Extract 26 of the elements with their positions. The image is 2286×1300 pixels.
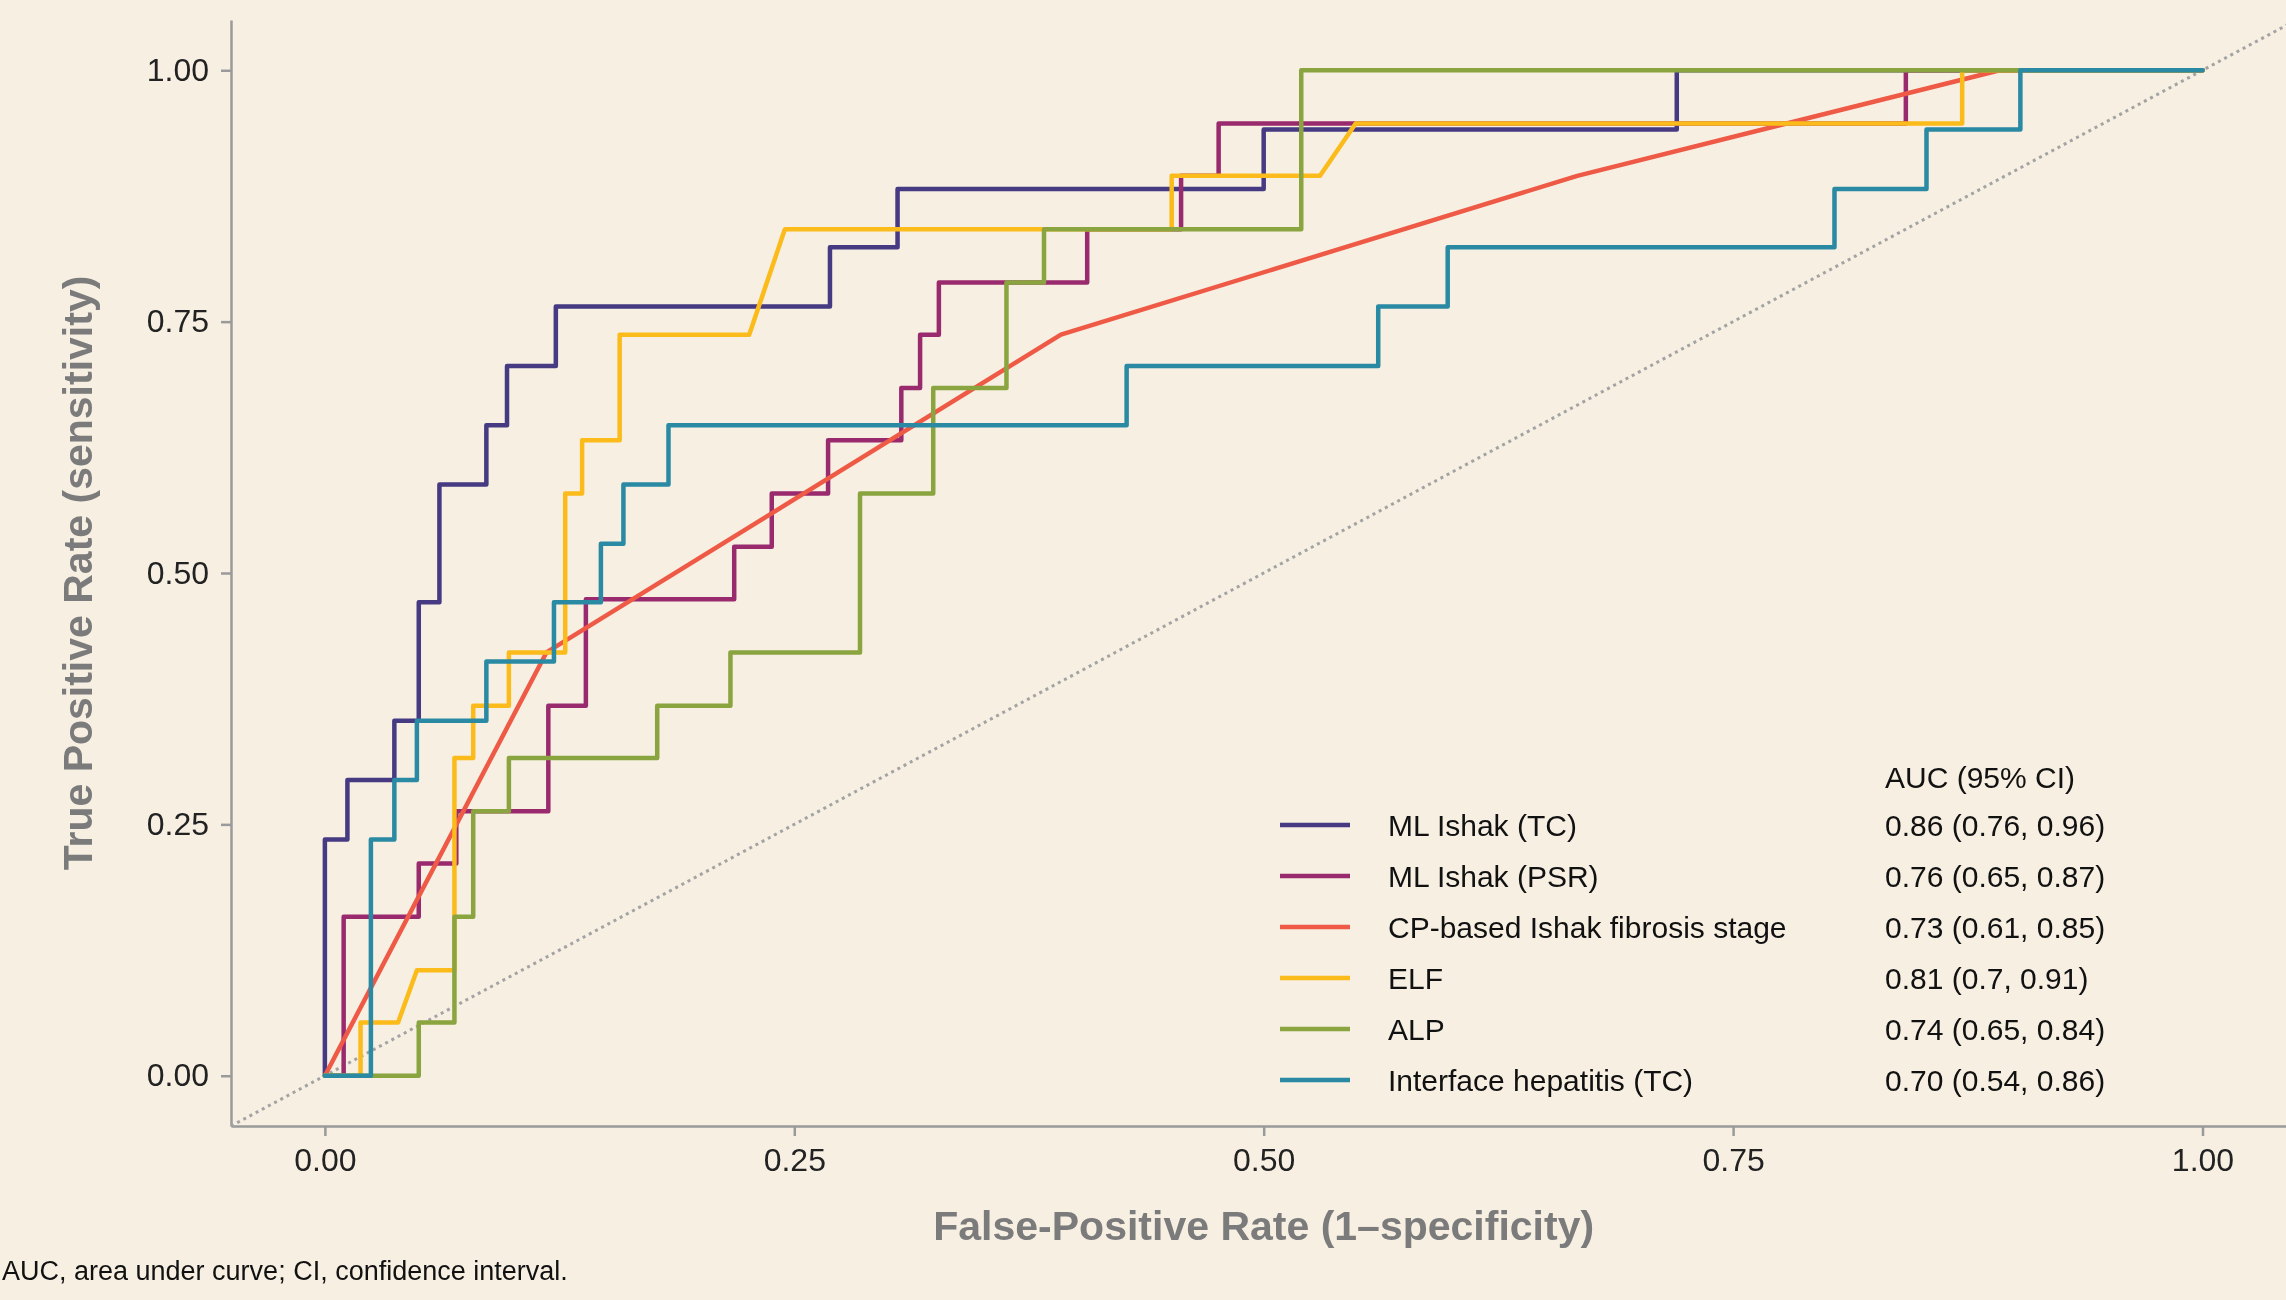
legend-label: ML Ishak (TC) [1388,809,1577,842]
x-axis-title: False-Positive Rate (1–specificity) [933,1203,1595,1249]
y-tick-label: 0.50 [146,554,209,591]
annotation: 0.74 (0.65, 0.84) [1885,1013,2106,1046]
legend-label: ELF [1388,962,1444,995]
annotation: 0.70 (0.54, 0.86) [1885,1064,2106,1097]
legend-label: CP-based Ishak fibrosis stage [1388,911,1787,944]
x-tick-label: 1.00 [2171,1141,2235,1178]
x-tick-label: 0.25 [763,1141,826,1178]
legend-label: Interface hepatitis (TC) [1388,1064,1694,1097]
y-tick-label: 0.00 [146,1057,209,1094]
legend-title: AUC (95% CI) [1885,761,2076,794]
annotation: 0.86 (0.76, 0.96) [1885,809,2106,842]
y-tick-label: 0.25 [146,806,209,843]
annotation: 0.81 (0.7, 0.91) [1885,962,2089,995]
x-tick-label: 0.75 [1702,1141,1765,1178]
x-tick-label: 0.50 [1233,1141,1296,1178]
legend-label: ML Ishak (PSR) [1388,860,1599,893]
y-axis-title: True Positive Rate (sensitivity) [55,275,101,871]
y-tick-label: 0.75 [146,303,209,340]
y-tick-label: 1.00 [146,52,209,89]
x-tick-label: 0.00 [294,1141,357,1178]
legend-label: ALP [1388,1013,1445,1046]
annotation: 0.76 (0.65, 0.87) [1885,860,2106,893]
text: AUC, area under curve; CI, confidence interval. [2,1256,568,1286]
annotation: 0.73 (0.61, 0.85) [1885,911,2106,944]
